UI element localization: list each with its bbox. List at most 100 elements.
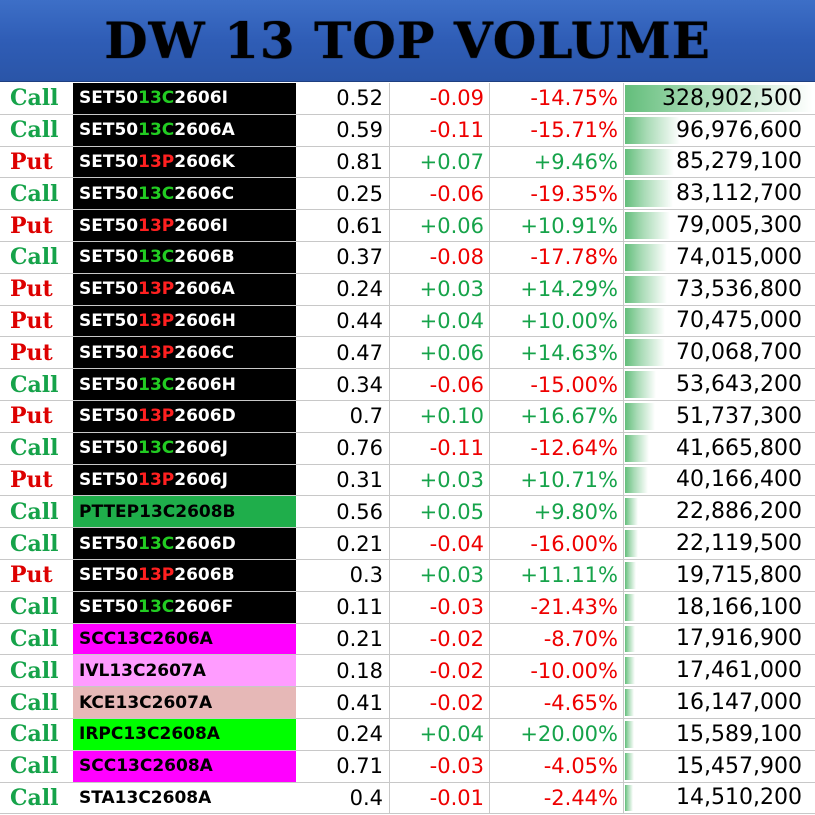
symbol-suffix: 2606K xyxy=(174,151,235,172)
last-price: 0.18 xyxy=(296,655,390,687)
table-row[interactable]: Put SET50 13P 2606K 0.81 +0.07 +9.46% 85,279,10… xyxy=(0,146,815,179)
table-row[interactable]: Call STA13C2608A 0.4 -0.01 -2.44% 14,510,200 xyxy=(0,782,815,815)
volume-data-bar xyxy=(625,721,634,748)
price-change: +0.05 xyxy=(390,496,490,528)
symbol-cell: SET50 13P 2606K xyxy=(73,146,296,178)
symbol-suffix: 2606J xyxy=(174,469,228,490)
price-change: -0.09 xyxy=(390,83,490,114)
percent-change: +14.29% xyxy=(490,273,624,305)
price-change: -0.02 xyxy=(390,623,490,655)
symbol-prefix: SET50 xyxy=(79,120,139,141)
table-row[interactable]: Call SET50 13C 2606D 0.21 -0.04 -16.00% 22,119,… xyxy=(0,528,815,560)
table-row[interactable]: Call SET50 13C 2606C 0.25 -0.06 -19.35% 83,112,… xyxy=(0,178,815,211)
symbol-series: 13C xyxy=(138,247,175,268)
option-type: Call xyxy=(10,244,59,271)
volume-cell: 22,886,200 xyxy=(624,496,815,527)
last-price: 0.24 xyxy=(296,273,390,305)
option-type: Call xyxy=(10,657,59,684)
last-price: 0.37 xyxy=(296,242,390,273)
percent-change: +10.71% xyxy=(490,464,624,496)
symbol-series: 13P xyxy=(138,342,175,363)
table-row[interactable]: Put SET50 13P 2606B 0.3 +0.03 +11.11% 19,715,80… xyxy=(0,560,815,592)
volume-cell: 96,976,600 xyxy=(624,115,815,146)
price-change: +0.03 xyxy=(390,273,490,305)
symbol-suffix: 2606J xyxy=(174,438,228,459)
volume-value: 16,147,000 xyxy=(676,690,802,716)
symbol-cell: SET50 13P 2606C xyxy=(73,337,296,369)
table-row[interactable]: Call SET50 13C 2606B 0.37 -0.08 -17.78% 74,015,… xyxy=(0,242,815,274)
option-type: Put xyxy=(10,148,53,175)
symbol-suffix: 2606I xyxy=(174,88,228,109)
price-change: -0.06 xyxy=(390,178,490,210)
symbol-series: 13C xyxy=(138,374,175,395)
option-type: Put xyxy=(10,562,53,589)
symbol-prefix: STA13C2608A xyxy=(79,787,212,808)
symbol-series: 13C xyxy=(138,120,175,141)
table-row[interactable]: Put SET50 13P 2606H 0.44 +0.04 +10.00% 70,475,0… xyxy=(0,305,815,338)
option-type: Put xyxy=(10,466,53,493)
last-price: 0.59 xyxy=(296,114,390,146)
symbol-series: 13P xyxy=(138,310,175,331)
symbol-suffix: 2606A xyxy=(174,120,235,141)
price-change: -0.01 xyxy=(390,782,490,814)
volume-data-bar xyxy=(625,562,637,589)
percent-change: -4.65% xyxy=(490,687,624,718)
table-row[interactable]: Put SET50 13P 2606I 0.61 +0.06 +10.91% 79,005,3… xyxy=(0,210,815,242)
table-row[interactable]: Call IVL13C2607A 0.18 -0.02 -10.00% 17,461,00… xyxy=(0,655,815,688)
price-change: -0.03 xyxy=(390,591,490,623)
symbol-prefix: PTTEP13C2608B xyxy=(79,501,236,522)
table-row[interactable]: Call SET50 13C 2606I 0.52 -0.09 -14.75% 328,902… xyxy=(0,83,815,115)
symbol-prefix: SET50 xyxy=(79,88,139,109)
symbol-prefix: SET50 xyxy=(79,342,139,363)
table-row[interactable]: Call SET50 13C 2606J 0.76 -0.11 -12.64% 41,665,… xyxy=(0,432,815,465)
volume-value: 22,119,500 xyxy=(676,531,802,557)
percent-change: -2.44% xyxy=(490,782,624,814)
symbol-cell: SET50 13P 2606A xyxy=(73,273,296,305)
percent-change: -15.71% xyxy=(490,114,624,146)
last-price: 0.11 xyxy=(296,591,390,623)
last-price: 0.52 xyxy=(296,83,390,114)
percent-change: -10.00% xyxy=(490,655,624,687)
table-row[interactable]: Put SET50 13P 2606C 0.47 +0.06 +14.63% 70,068,7… xyxy=(0,337,815,370)
table-row[interactable]: Call SCC13C2608A 0.71 -0.03 -4.05% 15,457,900 xyxy=(0,750,815,783)
table-row[interactable]: Put SET50 13P 2606A 0.24 +0.03 +14.29% 73,536,8… xyxy=(0,273,815,306)
symbol-prefix: SET50 xyxy=(79,279,139,300)
percent-change: +14.63% xyxy=(490,337,624,369)
volume-data-bar xyxy=(625,434,649,462)
volume-data-bar xyxy=(625,371,656,398)
table-row[interactable]: Call KCE13C2607A 0.41 -0.02 -4.65% 16,147,000 xyxy=(0,687,815,719)
price-change: -0.02 xyxy=(390,655,490,687)
table-row[interactable]: Call SET50 13C 2606H 0.34 -0.06 -15.00% 53,643,… xyxy=(0,369,815,401)
table-row[interactable]: Call SCC13C2606A 0.21 -0.02 -8.70% 17,916,900 xyxy=(0,623,815,656)
symbol-cell: SET50 13C 2606C xyxy=(73,178,296,210)
symbol-suffix: 2606F xyxy=(174,597,234,618)
volume-data-bar xyxy=(625,625,636,653)
option-type: Put xyxy=(10,403,53,430)
volume-value: 51,737,300 xyxy=(676,403,802,429)
symbol-suffix: 2606B xyxy=(174,565,235,586)
volume-cell: 83,112,700 xyxy=(624,178,815,209)
symbol-suffix: 2606H xyxy=(174,374,236,395)
volume-cell: 22,119,500 xyxy=(624,528,815,559)
symbol-prefix: SCC13C2608A xyxy=(79,756,213,777)
table-row[interactable]: Call IRPC13C2608A 0.24 +0.04 +20.00% 15,589,1… xyxy=(0,719,815,751)
table-row[interactable]: Call SET50 13C 2606F 0.11 -0.03 -21.43% 18,166,… xyxy=(0,591,815,624)
symbol-cell: PTTEP13C2608B xyxy=(73,496,296,528)
volume-data-bar xyxy=(625,657,635,685)
last-price: 0.21 xyxy=(296,528,390,559)
volume-data-bar xyxy=(625,530,638,557)
table-row[interactable]: Call SET50 13C 2606A 0.59 -0.11 -15.71% 96,976,… xyxy=(0,114,815,147)
table-row[interactable]: Put SET50 13P 2606D 0.7 +0.10 +16.67% 51,737,30… xyxy=(0,401,815,433)
option-type: Call xyxy=(10,85,59,112)
symbol-cell: IRPC13C2608A xyxy=(73,719,296,750)
price-change: +0.03 xyxy=(390,560,490,591)
option-type: Put xyxy=(10,307,53,334)
symbol-series: 13P xyxy=(138,151,175,172)
volume-data-bar xyxy=(625,148,674,176)
table-row[interactable]: Call PTTEP13C2608B 0.56 +0.05 +9.80% 22,886,2… xyxy=(0,496,815,529)
symbol-cell: KCE13C2607A xyxy=(73,687,296,718)
table-row[interactable]: Put SET50 13P 2606J 0.31 +0.03 +10.71% 40,166,4… xyxy=(0,464,815,497)
last-price: 0.7 xyxy=(296,401,390,432)
price-change: -0.04 xyxy=(390,528,490,559)
symbol-suffix: 2606A xyxy=(174,279,235,300)
